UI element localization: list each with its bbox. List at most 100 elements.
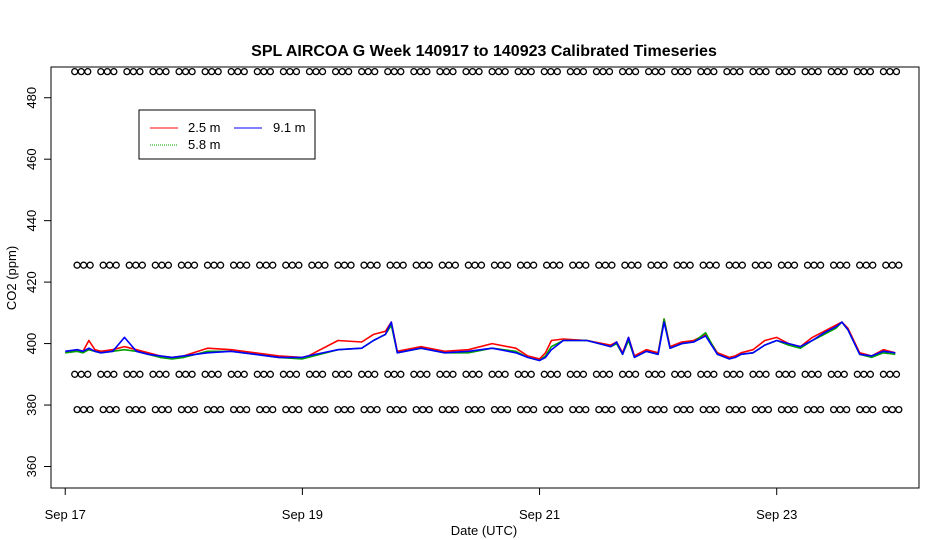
series-line-9-1-m <box>65 321 896 362</box>
calibration-point <box>371 67 379 76</box>
calibration-point <box>136 370 144 378</box>
calibration-point <box>582 261 590 269</box>
calibration-point <box>449 67 457 76</box>
calibration-point <box>216 405 225 414</box>
calibration-point <box>710 370 718 378</box>
calibration-point <box>710 67 718 76</box>
calibration-point <box>243 261 251 269</box>
calibration-point <box>475 67 483 76</box>
x-tick-label: Sep 19 <box>282 507 323 522</box>
calibration-point <box>295 261 303 269</box>
calibration-point <box>762 370 770 378</box>
calibration-point <box>634 261 642 269</box>
calibration-point <box>321 261 329 269</box>
calibration-point <box>164 261 173 269</box>
calibration-point <box>895 261 903 269</box>
calibration-point <box>371 370 379 378</box>
calibration-point <box>451 405 460 414</box>
calibration-point <box>582 405 590 414</box>
calibration-point <box>344 67 353 76</box>
calibration-point <box>631 370 640 378</box>
calibration-point <box>843 261 851 269</box>
calibration-point <box>579 67 588 76</box>
calibration-point <box>764 405 773 414</box>
calibration-point <box>451 261 460 269</box>
calibration-point <box>269 261 277 269</box>
chart-title: SPL AIRCOA G Week 140917 to 140923 Calib… <box>251 43 717 60</box>
calibration-point <box>399 405 407 414</box>
calibration-point <box>660 261 668 269</box>
y-tick-label: 400 <box>24 333 39 355</box>
calibration-point <box>423 370 431 378</box>
legend-label-5-8m: 5.8 m <box>188 137 221 152</box>
calibration-point <box>501 370 509 378</box>
calibration-point <box>658 370 666 378</box>
calibration-point <box>840 67 848 76</box>
calibration-point <box>240 67 248 76</box>
calibration-point <box>318 67 327 76</box>
y-tick-label: 360 <box>24 456 39 478</box>
calibration-point <box>553 370 561 378</box>
y-tick-label: 440 <box>24 210 39 232</box>
calibration-point <box>866 370 875 378</box>
calibration-point <box>162 370 170 378</box>
calibration-point <box>634 405 642 414</box>
calibration-point <box>266 67 275 76</box>
calibration-point <box>162 67 170 76</box>
calibration-point <box>138 261 146 269</box>
calibration-point <box>449 370 457 378</box>
calibration-point <box>188 370 196 378</box>
calibration-point <box>425 261 433 269</box>
calibration-point <box>658 67 666 76</box>
calibration-point <box>529 405 538 414</box>
plot-area <box>64 67 903 414</box>
x-tick-label: Sep 17 <box>45 507 86 522</box>
calibration-point <box>712 405 720 414</box>
calibration-point <box>292 370 301 378</box>
calibration-point <box>243 405 251 414</box>
calibration-point <box>477 261 486 269</box>
calibration-point <box>110 67 118 76</box>
y-tick-label: 380 <box>24 394 39 416</box>
calibration-point <box>529 261 538 269</box>
x-axis: Sep 17 Sep 19 Sep 21 Sep 23 <box>45 488 797 522</box>
calibration-point <box>110 370 118 378</box>
calibration-point <box>266 370 275 378</box>
calibration-point <box>503 405 512 414</box>
calibration-point <box>164 405 173 414</box>
calibration-point <box>788 370 796 378</box>
legend-label-2-5m: 2.5 m <box>188 120 221 135</box>
calibration-point <box>86 405 94 414</box>
calibration-point <box>475 370 483 378</box>
calibration-point <box>347 405 355 414</box>
y-axis-label: CO2 (ppm) <box>4 246 19 310</box>
calibration-point <box>84 370 92 378</box>
x-axis-label: Date (UTC) <box>451 523 517 538</box>
calibration-point <box>112 405 120 414</box>
calibration-point <box>240 370 248 378</box>
calibration-point <box>840 370 848 378</box>
calibration-point <box>869 261 877 269</box>
calibration-point <box>764 261 773 269</box>
series-lines <box>64 318 896 362</box>
calibration-point <box>373 405 381 414</box>
calibration-point <box>788 67 796 76</box>
calibration-point <box>736 370 744 378</box>
calibration-point <box>216 261 225 269</box>
calibration-point <box>605 370 614 378</box>
calibration-point <box>892 67 901 76</box>
calibration-point <box>321 405 329 414</box>
calibration-point <box>269 405 277 414</box>
x-tick-label: Sep 21 <box>519 507 560 522</box>
calibration-point <box>866 67 875 76</box>
calibration-point <box>425 405 433 414</box>
calibration-point <box>684 67 692 76</box>
calibration-point <box>814 370 822 378</box>
calibration-point <box>738 261 746 269</box>
calibration-point <box>344 370 353 378</box>
calibration-point <box>814 67 822 76</box>
calibration-point <box>736 67 744 76</box>
calibration-point <box>86 261 94 269</box>
